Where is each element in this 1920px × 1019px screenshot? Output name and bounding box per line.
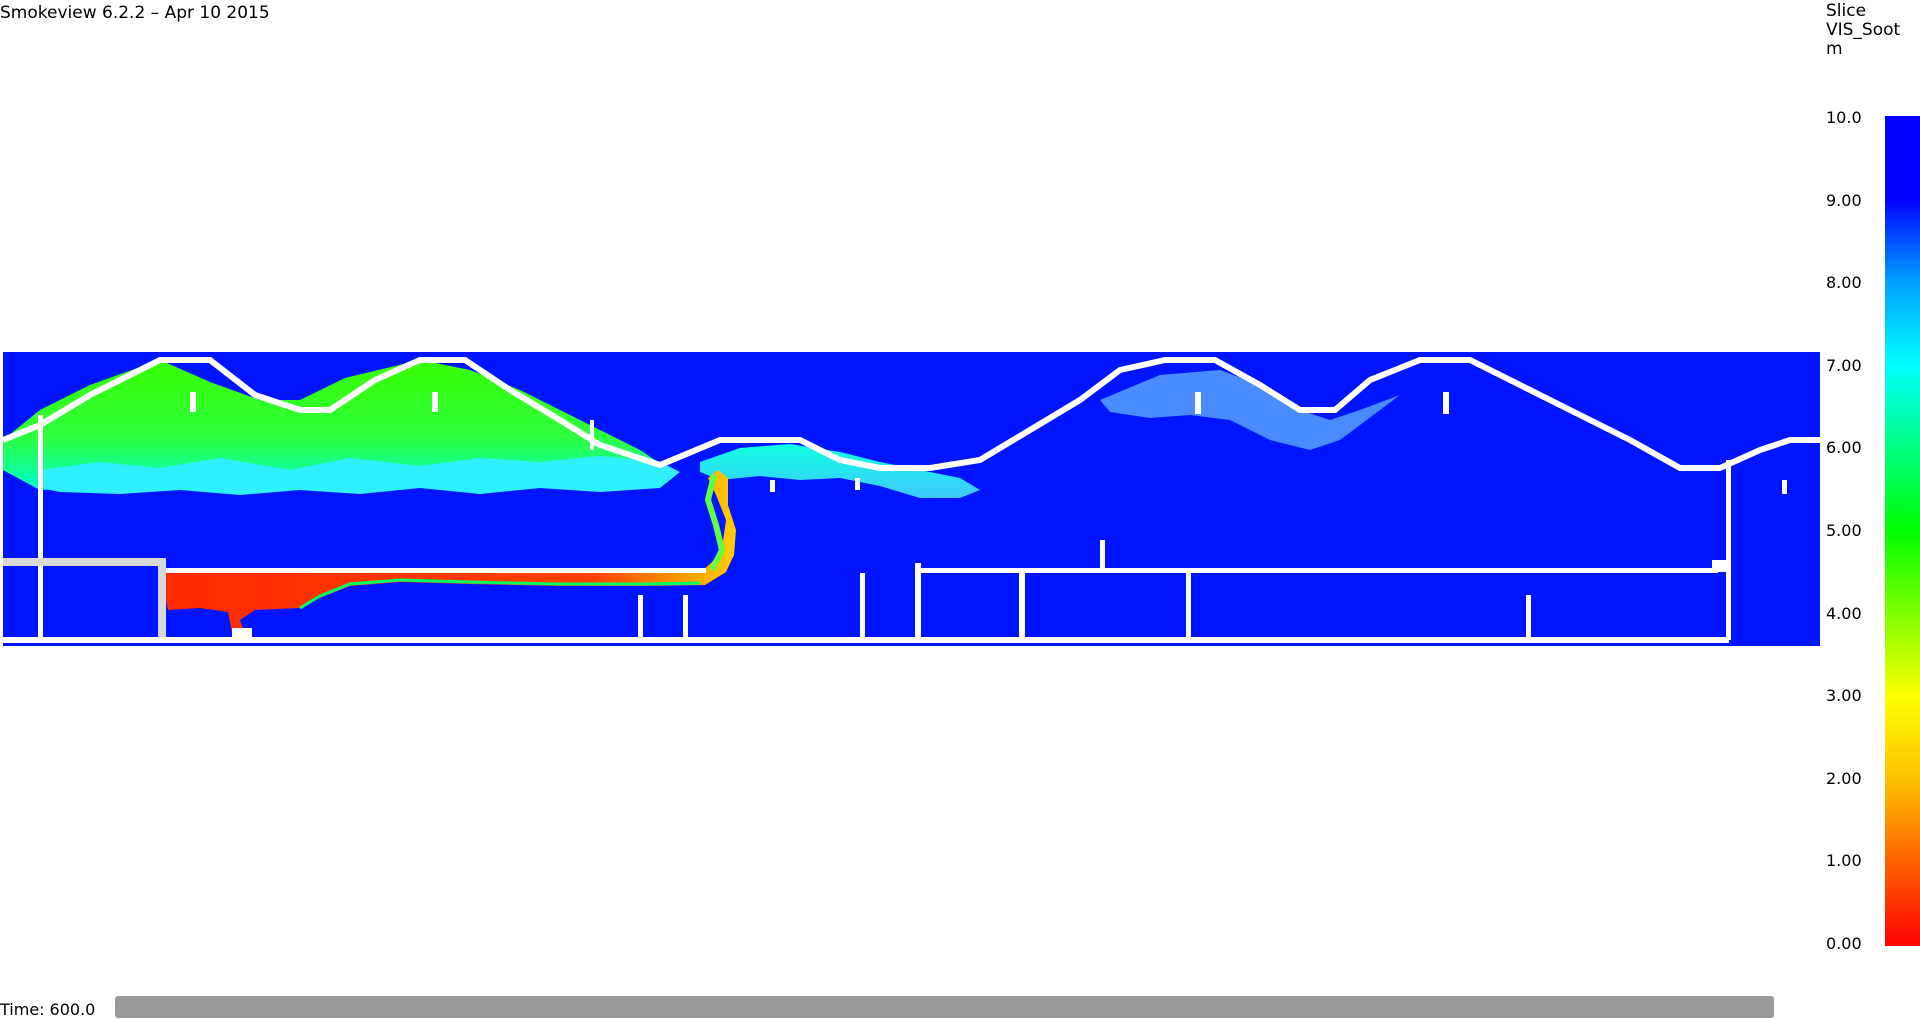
color-scale-tick-label: 1.00 [1826, 851, 1862, 871]
time-slider-bar[interactable] [115, 996, 1774, 1018]
corridor-ceiling-left [166, 568, 706, 573]
right-wall [1726, 460, 1731, 640]
smoke-fringe-left [40, 456, 680, 495]
partition-wall [1186, 573, 1191, 637]
fire-smoke-edge [299, 578, 701, 610]
obstruction-mark [190, 392, 196, 412]
obstruction-mark [1443, 392, 1449, 414]
shaft-smoke [704, 474, 726, 572]
color-scale-tick-label: 8.00 [1826, 273, 1862, 293]
partition-wall [1100, 540, 1105, 568]
time-label: Time: [0, 1000, 45, 1019]
left-wall [38, 415, 43, 640]
color-scale-tick-label: 7.00 [1826, 355, 1862, 375]
corridor-ceiling-right [918, 568, 1718, 573]
app-title: Smokeview 6.2.2 – Apr 10 2015 [0, 3, 270, 23]
partition-wall [860, 573, 865, 637]
obstruction-mark [590, 420, 594, 450]
color-scale-tick-label: 9.00 [1826, 190, 1862, 210]
smoke-plume-left [3, 360, 670, 490]
obstruction-mark [770, 480, 775, 492]
color-scale-tick-label: 0.00 [1826, 934, 1862, 953]
legend-unit-label: m [1826, 39, 1843, 59]
obstruction-mark [432, 392, 438, 412]
left-room-blockage-top [3, 558, 166, 566]
smoke-plume-right [1100, 370, 1400, 450]
fire-source [232, 628, 252, 637]
obstruction-mark [1195, 392, 1201, 414]
smoke-plume-middle [700, 444, 980, 498]
left-room-blockage-side [158, 558, 166, 638]
obstruction-mark [1782, 480, 1787, 494]
fire-smoke-layer [166, 470, 736, 634]
corridor-ceiling-stub [1712, 560, 1726, 572]
color-scale-tick-label: 4.00 [1826, 603, 1862, 623]
legend-quantity-label: VIS_Soot [1826, 20, 1901, 40]
partition-wall [1526, 595, 1531, 637]
color-scale-tick-label: 5.00 [1826, 521, 1862, 540]
partition-wall [1019, 573, 1025, 637]
color-scale-tick-label: 3.00 [1826, 686, 1862, 706]
obstruction-mark [855, 478, 860, 490]
partition-wall [915, 563, 921, 637]
partition-wall [683, 595, 688, 637]
legend-type-label: Slice [1826, 1, 1867, 21]
floor-slab [3, 637, 1729, 643]
partition-wall [638, 595, 643, 637]
color-scale-tick-label: 6.00 [1826, 438, 1862, 458]
color-scale-tick-label: 10.0 [1826, 108, 1862, 127]
roof-outline [1, 357, 1820, 471]
slice-legend-title: Slice VIS_Soot m [1826, 2, 1900, 59]
color-scale-bar [1885, 116, 1920, 946]
time-value: 600.0 [49, 1000, 96, 1019]
color-scale-tick-label: 2.00 [1826, 768, 1862, 788]
time-readout: Time: 600.0 [0, 1002, 95, 1018]
